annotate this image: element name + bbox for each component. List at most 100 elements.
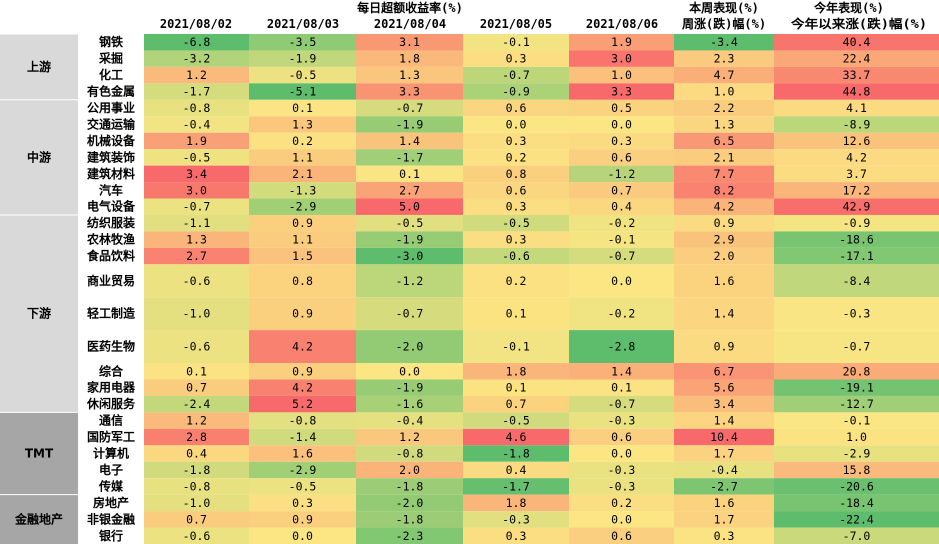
heatmap-cell xyxy=(674,363,774,380)
cell-value: 0.0 xyxy=(611,447,632,461)
heatmap-cell xyxy=(463,231,569,248)
row-label-bg xyxy=(78,99,144,117)
heatmap-cell xyxy=(774,165,939,183)
cell-value: -0.3 xyxy=(502,512,530,526)
heatmap-cell xyxy=(569,461,674,479)
cell-value: 2.7 xyxy=(399,183,420,197)
heatmap-cell xyxy=(356,264,463,298)
cell-value: -0.3 xyxy=(608,479,636,493)
cell-value: 0.2 xyxy=(611,496,632,510)
cell-value: 1.7 xyxy=(714,512,735,526)
cell-value: 0.3 xyxy=(506,529,527,543)
cell-value: -0.4 xyxy=(183,117,211,131)
cell-value: 5.2 xyxy=(292,397,313,411)
cell-value: -1.0 xyxy=(183,496,211,510)
industry-label: 轻工制造 xyxy=(87,306,136,321)
cell-value: 0.3 xyxy=(611,134,632,148)
heatmap-cell xyxy=(774,494,939,512)
heatmap-cell xyxy=(144,264,249,298)
heatmap-cell xyxy=(249,50,356,67)
row-label-bg xyxy=(78,34,144,51)
cell-value: 2.0 xyxy=(714,249,735,263)
cell-value: 1.1 xyxy=(292,150,313,164)
heatmap-cell xyxy=(249,214,356,232)
cell-value: 0.0 xyxy=(506,117,527,131)
cell-value: -1.8 xyxy=(396,512,424,526)
heatmap-cell xyxy=(569,182,674,199)
heatmap-cell xyxy=(463,363,569,380)
heatmap-cell xyxy=(774,149,939,166)
cell-value: -2.3 xyxy=(396,529,424,543)
cell-value: -0.8 xyxy=(289,414,317,428)
cell-value: 0.9 xyxy=(714,216,735,230)
heatmap-cell xyxy=(356,363,463,380)
cell-value: 0.2 xyxy=(506,274,527,288)
heatmap-cell xyxy=(356,527,463,544)
cell-value: 4.2 xyxy=(846,150,867,164)
heatmap-cell xyxy=(569,412,674,429)
heatmap-cell xyxy=(774,478,939,495)
cell-value: 1.4 xyxy=(714,307,735,321)
heatmap-cell xyxy=(774,83,939,100)
cell-value: -0.6 xyxy=(502,249,530,263)
cell-value: 0.0 xyxy=(399,364,420,378)
heatmap-cell xyxy=(774,34,939,51)
heatmap-cell xyxy=(356,330,463,364)
heatmap-cell xyxy=(144,182,249,199)
heatmap-cell xyxy=(674,330,774,364)
heatmap-cell xyxy=(569,116,674,133)
heatmap-cell xyxy=(144,247,249,265)
heatmap-cell xyxy=(569,149,674,166)
column-header-2021-08-05: 2021/08/05 xyxy=(480,17,552,31)
heatmap-cell xyxy=(356,412,463,429)
heatmap-cell xyxy=(463,330,569,364)
sector-label: 上游 xyxy=(27,59,51,74)
industry-label: 化工 xyxy=(99,67,123,82)
row-label-bg xyxy=(78,198,144,215)
column-header-2021-08-06: 2021/08/06 xyxy=(586,17,658,31)
cell-value: 1.3 xyxy=(714,117,735,131)
cell-value: 3.0 xyxy=(186,183,207,197)
heatmap-cell xyxy=(356,50,463,67)
heatmap-cell xyxy=(674,182,774,199)
column-header-2021-08-02: 2021/08/02 xyxy=(160,17,232,31)
cell-value: 0.3 xyxy=(506,52,527,66)
cell-value: 0.6 xyxy=(611,430,632,444)
cell-value: 0.4 xyxy=(611,200,632,214)
heatmap-cell xyxy=(774,50,939,67)
cell-value: -1.1 xyxy=(183,216,211,230)
cell-value: 0.3 xyxy=(292,496,313,510)
cell-value: -6.8 xyxy=(183,35,211,49)
heatmap-cell xyxy=(144,379,249,396)
cell-value: 0.1 xyxy=(186,364,207,378)
heatmap-cell xyxy=(249,149,356,166)
cell-value: 1.2 xyxy=(186,68,207,82)
cell-value: 0.1 xyxy=(292,101,313,115)
cell-value: -2.4 xyxy=(183,397,211,411)
cell-value: 1.2 xyxy=(399,430,420,444)
heatmap-cell xyxy=(569,379,674,396)
heatmap-cell xyxy=(249,511,356,528)
cell-value: -2.0 xyxy=(396,496,424,510)
cell-value: -3.4 xyxy=(710,35,738,49)
cell-value: -8.4 xyxy=(843,274,871,288)
heatmap-cell xyxy=(774,198,939,215)
heatmap-cell xyxy=(249,99,356,117)
heatmap-cell xyxy=(674,50,774,67)
cell-value: -0.9 xyxy=(843,216,871,230)
row-label-bg xyxy=(78,132,144,150)
heatmap-cell xyxy=(774,231,939,248)
cell-value: -0.6 xyxy=(183,529,211,543)
heatmap-cell xyxy=(144,363,249,380)
industry-label: 通信 xyxy=(99,413,123,428)
heatmap-cell xyxy=(674,297,774,331)
row-label-bg xyxy=(78,214,144,232)
cell-value: -0.5 xyxy=(502,414,530,428)
cell-value: 1.0 xyxy=(846,430,867,444)
cell-value: 7.7 xyxy=(714,167,735,181)
cell-value: 0.7 xyxy=(611,183,632,197)
heatmap-cell xyxy=(774,379,939,396)
cell-value: 1.0 xyxy=(611,68,632,82)
heatmap-cell xyxy=(249,247,356,265)
